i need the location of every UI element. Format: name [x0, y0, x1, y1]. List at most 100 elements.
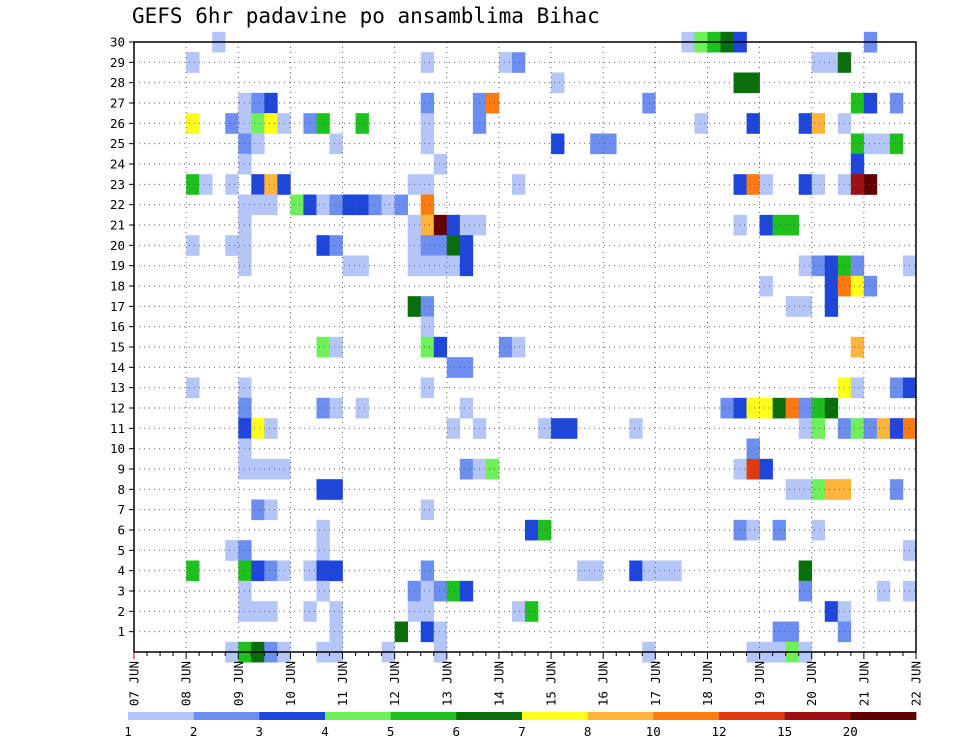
heatmap-cell [316, 580, 330, 602]
heatmap-cell [564, 418, 578, 439]
heatmap-cell [876, 418, 891, 439]
heatmap-cell [316, 336, 330, 358]
heatmap-cell [642, 92, 656, 114]
heatmap-cell [746, 458, 760, 480]
heatmap-cell [850, 153, 865, 175]
heatmap-cell [785, 397, 799, 419]
heatmap-cell [850, 92, 865, 114]
heatmap-cell [485, 92, 500, 114]
legend-swatch [719, 712, 786, 720]
legend-label: 20 [843, 724, 858, 739]
heatmap-cell [590, 560, 604, 582]
x-tick-label: 07 JUN [127, 661, 142, 706]
heatmap-cell [746, 519, 760, 541]
heatmap-cell [264, 92, 278, 114]
heatmap-cell [798, 397, 813, 419]
heatmap-cell [446, 580, 461, 602]
heatmap-cell [498, 52, 513, 73]
y-tick-label: 13 [110, 380, 125, 395]
heatmap-cell [459, 214, 474, 236]
heatmap-cell [811, 479, 826, 500]
heatmap-cell [798, 479, 813, 500]
heatmap-cell [785, 214, 799, 236]
heatmap-cell [433, 255, 448, 277]
heatmap-cell [876, 580, 891, 602]
legend-swatch [128, 712, 195, 720]
heatmap-cell [420, 235, 435, 256]
heatmap-cell [511, 52, 526, 73]
heatmap-cell [824, 52, 839, 73]
heatmap-cell [525, 601, 539, 622]
heatmap-cell [446, 418, 461, 439]
y-tick-label: 30 [110, 35, 125, 50]
heatmap-cell [251, 601, 265, 622]
y-tick-label: 28 [110, 75, 125, 90]
legend-label: 5 [387, 724, 395, 739]
heatmap-cell [329, 194, 343, 216]
heatmap-cell [316, 540, 330, 561]
heatmap-cell [433, 580, 448, 602]
heatmap-cell [420, 133, 435, 155]
heatmap-cell [694, 113, 708, 134]
y-tick-label: 26 [110, 116, 125, 131]
heatmap-cell [316, 397, 330, 419]
y-tick-label: 23 [110, 177, 125, 192]
heatmap-cell [629, 418, 643, 439]
y-tick-label: 16 [110, 319, 125, 334]
heatmap-cell [668, 560, 682, 582]
heatmap-cell [811, 418, 826, 439]
heatmap-cell [420, 113, 435, 134]
heatmap-cell [316, 113, 330, 134]
heatmap-cell [355, 194, 369, 216]
heatmap-cell [316, 519, 330, 541]
heatmap-cell [746, 174, 760, 195]
heatmap-cell [420, 52, 435, 73]
legend-swatch [850, 712, 917, 720]
y-tick-label: 29 [110, 55, 125, 70]
heatmap-cell [420, 174, 435, 195]
heatmap-cell [329, 235, 343, 256]
heatmap-cell [316, 479, 330, 500]
heatmap-cell [746, 397, 760, 419]
y-tick-label: 6 [117, 523, 125, 538]
heatmap-cell [225, 235, 239, 256]
heatmap-cell [420, 580, 435, 602]
heatmap-cell [811, 519, 826, 541]
x-tick-label: 19 JUN [752, 661, 767, 706]
y-tick-label: 20 [110, 238, 125, 253]
legend-label: 10 [646, 724, 661, 739]
heatmap-cell [186, 113, 200, 134]
heatmap-cell [811, 52, 826, 73]
heatmap-cell [420, 601, 435, 622]
heatmap-cell [889, 92, 904, 114]
heatmap-cell [863, 418, 878, 439]
heatmap-cell [264, 113, 278, 134]
heatmap-cell [264, 560, 278, 582]
heatmap-cell [629, 560, 643, 582]
heatmap-cell [863, 275, 878, 297]
y-tick-label: 8 [117, 482, 125, 497]
heatmap-cell [446, 235, 461, 256]
heatmap-cell [264, 499, 278, 521]
heatmap-cell [459, 397, 474, 419]
heatmap-cell [759, 174, 773, 195]
legend-swatch [259, 712, 326, 720]
heatmap-cell [355, 255, 369, 277]
y-tick-label: 2 [117, 604, 125, 619]
heatmap-cell [420, 336, 435, 358]
heatmap-cell [459, 357, 474, 378]
legend-label: 2 [190, 724, 198, 739]
legend-swatch [653, 712, 720, 720]
heatmap-cell [551, 418, 565, 439]
legend-label: 1 [124, 724, 132, 739]
heatmap-cell [316, 560, 330, 582]
x-tick-label: 17 JUN [648, 661, 663, 706]
x-tick-label: 20 JUN [804, 661, 819, 706]
heatmap-cell [459, 580, 474, 602]
heatmap-cell [420, 316, 435, 338]
heatmap-cell [733, 174, 747, 195]
y-tick-label: 3 [117, 584, 125, 599]
heatmap-cell [459, 458, 474, 480]
heatmap-cell [798, 296, 813, 317]
